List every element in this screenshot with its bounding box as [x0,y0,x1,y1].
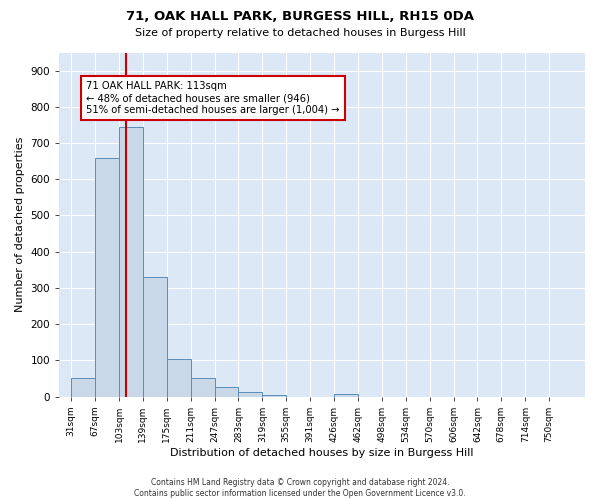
Bar [71,378,95,396]
Bar [119,126,143,396]
Text: Contains HM Land Registry data © Crown copyright and database right 2024.
Contai: Contains HM Land Registry data © Crown c… [134,478,466,498]
Bar [143,277,167,396]
Bar [95,158,119,396]
Text: 71 OAK HALL PARK: 113sqm
← 48% of detached houses are smaller (946)
51% of semi-: 71 OAK HALL PARK: 113sqm ← 48% of detach… [86,82,340,114]
Y-axis label: Number of detached properties: Number of detached properties [15,137,25,312]
Text: Size of property relative to detached houses in Burgess Hill: Size of property relative to detached ho… [134,28,466,38]
Bar [215,387,238,396]
X-axis label: Distribution of detached houses by size in Burgess Hill: Distribution of detached houses by size … [170,448,474,458]
Bar [191,378,215,396]
Bar [167,358,191,397]
Bar [238,392,262,396]
Bar [262,394,286,396]
Text: 71, OAK HALL PARK, BURGESS HILL, RH15 0DA: 71, OAK HALL PARK, BURGESS HILL, RH15 0D… [126,10,474,23]
Bar [334,394,358,396]
